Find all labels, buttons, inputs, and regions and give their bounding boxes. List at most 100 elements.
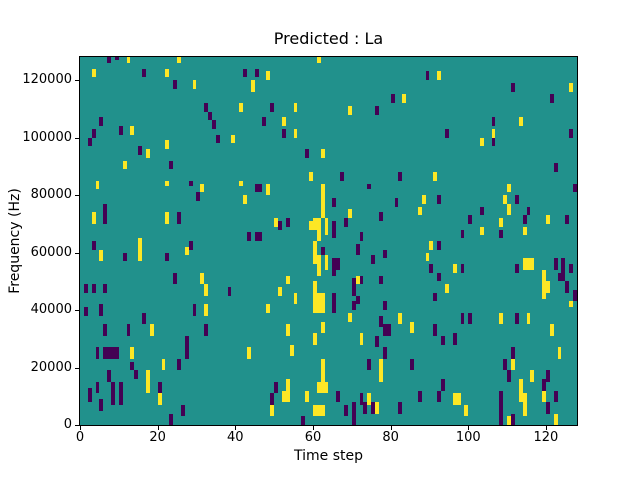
x-tick-label: 40 xyxy=(227,430,244,445)
heatmap-cell xyxy=(336,258,341,270)
heatmap-cell xyxy=(371,402,376,414)
heatmap-cell xyxy=(371,255,376,264)
heatmap-cell xyxy=(569,264,574,273)
heatmap-cell xyxy=(507,183,511,193)
heatmap-cell xyxy=(316,57,321,63)
x-tick-label: 80 xyxy=(382,430,399,445)
heatmap-cell xyxy=(437,390,442,402)
heatmap-cell xyxy=(134,370,139,379)
heatmap-cell xyxy=(285,324,290,336)
y-tick-label: 40000 xyxy=(30,302,72,317)
heatmap-cell xyxy=(130,126,135,135)
heatmap-cell xyxy=(103,347,108,359)
heatmap-cell xyxy=(184,335,189,359)
x-tick-mark xyxy=(468,426,470,430)
heatmap-cell xyxy=(549,324,554,336)
heatmap-cell xyxy=(312,404,317,417)
heatmap-cell xyxy=(87,137,92,147)
plot-title: Predicted : La xyxy=(273,29,384,48)
heatmap-cell xyxy=(212,120,216,129)
heatmap-cell xyxy=(130,347,135,359)
heatmap-cell xyxy=(332,258,337,276)
y-tick-mark xyxy=(75,137,79,139)
heatmap-cell xyxy=(561,258,566,282)
heatmap-cell xyxy=(557,272,562,282)
heatmap-cell xyxy=(305,390,310,402)
heatmap-cell xyxy=(200,183,205,193)
heatmap-cell xyxy=(510,82,515,92)
heatmap-cell xyxy=(429,241,434,250)
heatmap-cell xyxy=(107,370,112,382)
heatmap-cell xyxy=(332,292,337,305)
heatmap-cell xyxy=(417,390,422,402)
heatmap-cell xyxy=(545,215,550,224)
heatmap-cell xyxy=(522,393,527,417)
heatmap-cell xyxy=(526,206,531,216)
heatmap-cell xyxy=(316,301,321,313)
heatmap-cell xyxy=(184,246,189,256)
heatmap-cell xyxy=(274,381,279,394)
heatmap-cell xyxy=(200,272,205,285)
heatmap-cell xyxy=(83,284,88,293)
heatmap-cell xyxy=(351,278,356,296)
heatmap-cell xyxy=(111,347,115,359)
heatmap-cell xyxy=(320,301,325,313)
heatmap-cell xyxy=(309,172,313,181)
heatmap-cell xyxy=(142,68,146,78)
y-tick-mark xyxy=(75,367,79,369)
x-axis-label: Time step xyxy=(294,448,363,464)
heatmap-cell xyxy=(188,241,193,250)
heatmap-cell xyxy=(340,172,345,181)
heatmap-cell xyxy=(316,255,321,276)
heatmap-cell xyxy=(375,335,379,348)
heatmap-cell xyxy=(91,128,96,138)
heatmap-cell xyxy=(250,80,255,92)
y-tick-mark xyxy=(75,195,79,196)
heatmap-cell xyxy=(344,404,348,417)
y-tick-label: 100000 xyxy=(22,129,72,145)
heatmap-cell xyxy=(542,269,546,299)
heatmap-cell xyxy=(398,312,403,325)
heatmap-cell xyxy=(499,402,504,425)
heatmap-cell xyxy=(499,218,504,227)
x-tick-label: 60 xyxy=(304,430,322,445)
heatmap-cell xyxy=(351,413,356,425)
heatmap-cell xyxy=(165,252,170,262)
heatmap-cell xyxy=(118,381,123,405)
heatmap-cell xyxy=(437,71,442,80)
heatmap-cell xyxy=(254,183,259,193)
heatmap-cell xyxy=(278,287,282,296)
heatmap-cell xyxy=(301,416,306,425)
heatmap-cell xyxy=(316,218,321,241)
heatmap-cell xyxy=(425,252,430,262)
heatmap-cell xyxy=(111,381,115,405)
heatmap-cell xyxy=(569,82,574,92)
heatmap-cell xyxy=(479,226,484,236)
heatmap-cell xyxy=(378,212,383,221)
heatmap-cell xyxy=(246,347,251,359)
heatmap-cell xyxy=(460,312,465,325)
heatmap-cell xyxy=(479,137,484,147)
heatmap-cell xyxy=(173,80,178,89)
heatmap-cell xyxy=(545,370,550,382)
heatmap-cell xyxy=(130,361,135,371)
heatmap-cell xyxy=(285,275,290,285)
heatmap-cell xyxy=(565,281,570,293)
heatmap-cell xyxy=(351,301,356,310)
heatmap-cell xyxy=(126,57,131,63)
heatmap-cell xyxy=(320,292,325,305)
heatmap-cell xyxy=(510,413,515,425)
heatmap xyxy=(79,56,578,426)
heatmap-cell xyxy=(165,180,170,187)
heatmap-cell xyxy=(526,258,531,270)
heatmap-cell xyxy=(289,344,294,356)
y-tick-label: 0 xyxy=(63,417,72,432)
x-tick-label: 120 xyxy=(533,430,559,445)
y-tick-mark xyxy=(75,425,79,426)
heatmap-cell xyxy=(565,215,570,224)
heatmap-cell xyxy=(204,103,209,112)
heatmap-cell xyxy=(460,229,465,239)
heatmap-cell xyxy=(99,117,104,126)
heatmap-cell xyxy=(530,258,535,270)
